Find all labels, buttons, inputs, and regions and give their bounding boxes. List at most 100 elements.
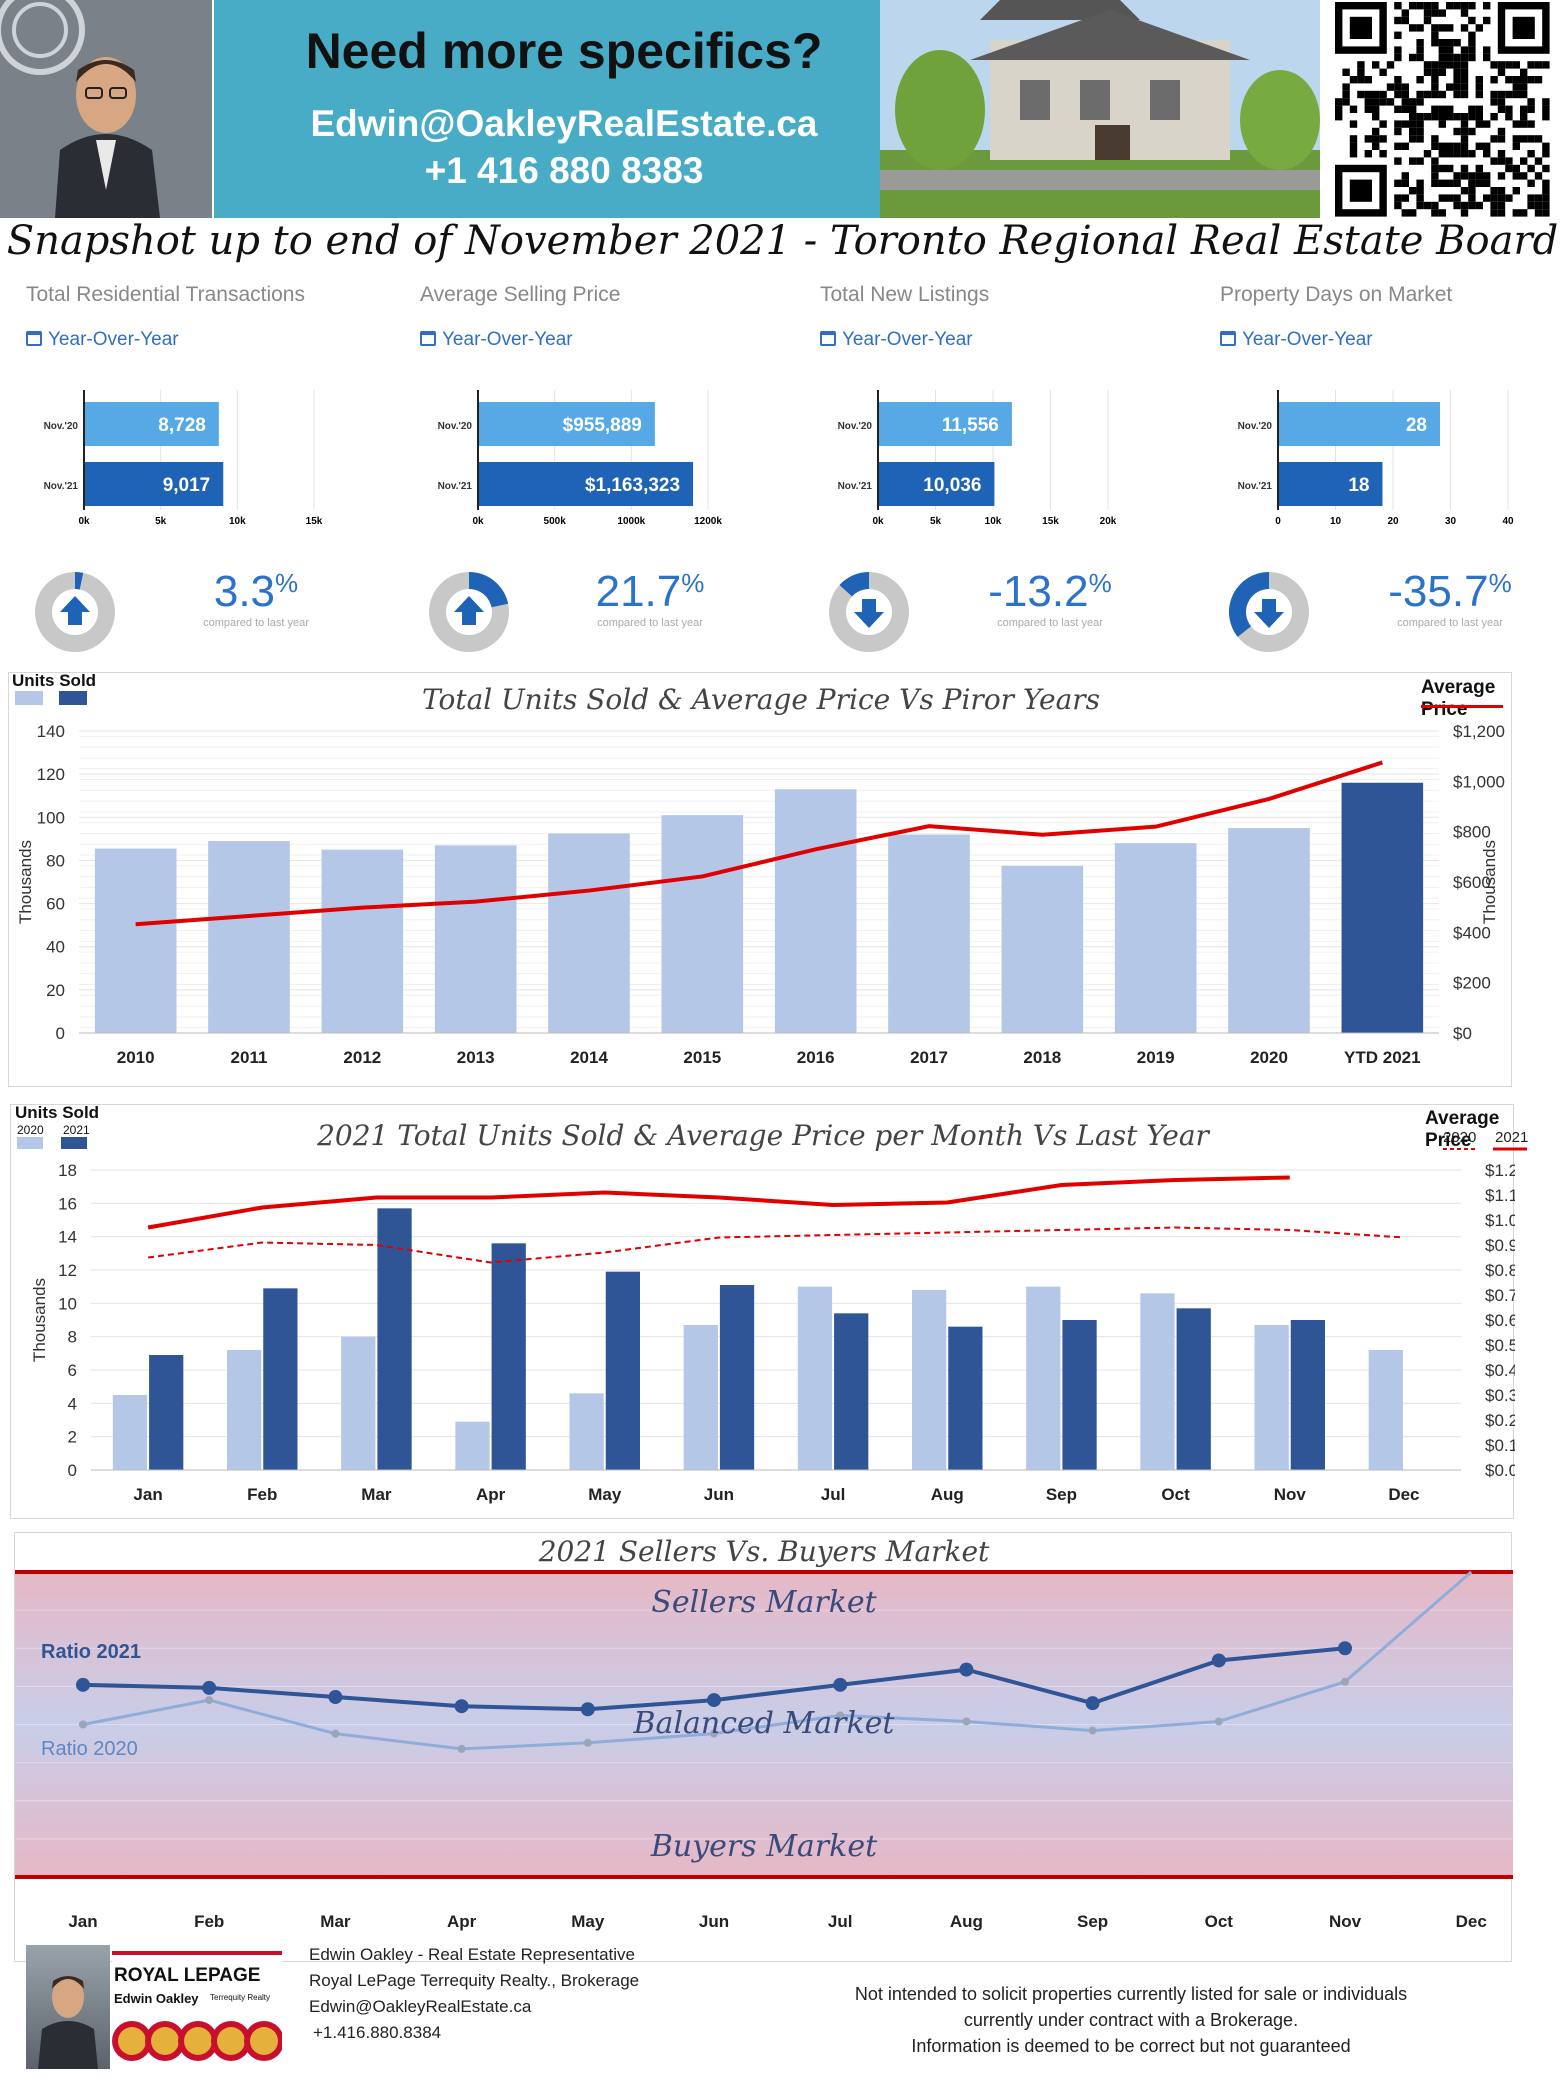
y2-tick-label: $1,200 [1453, 722, 1505, 741]
qr-module [1505, 61, 1513, 69]
qr-module [1460, 135, 1469, 143]
qr-module [1401, 98, 1409, 106]
calendar-icon [26, 331, 42, 346]
qr-module [1460, 61, 1469, 69]
ratio-2020-point [457, 1744, 466, 1753]
tick-label: 10k [229, 516, 246, 527]
y2-tick-label: $200 [1453, 974, 1491, 993]
kpi-yoy: Year-Over-Year [1220, 329, 1373, 351]
qr-module [1542, 113, 1550, 121]
tick-label: 20k [1100, 516, 1117, 527]
x-tick-label: Dec [1456, 1912, 1487, 1931]
qr-module [1453, 201, 1461, 210]
y-tick-label: 8 [68, 1328, 77, 1347]
ratio-2021-point [1211, 1653, 1226, 1668]
logo-brand: ROYAL LEPAGE [114, 1965, 261, 1986]
kpi-bar-chart: 0 10 20 30 40 Nov.'20 28 Nov.'21 18 [1238, 390, 1514, 527]
bar-2020 [227, 1350, 262, 1470]
chart-plot: 0 20 40 60 80 100 120 140 $0 $200 $400 $600 $800 $1,0… [16, 722, 1505, 1067]
qr-code[interactable] [1320, 0, 1565, 218]
qr-module [1438, 90, 1446, 99]
qr-module [1394, 31, 1402, 39]
qr-module [1416, 113, 1424, 121]
x-tick-label: Nov [1274, 1485, 1307, 1504]
tick-label: 0 [1275, 516, 1281, 527]
x-tick-label: 2020 [1250, 1048, 1288, 1067]
bar-2021 [1062, 1320, 1097, 1470]
qr-module [1534, 201, 1543, 210]
bar [1114, 843, 1197, 1033]
qr-module [1534, 61, 1543, 69]
y-tick-label: 80 [46, 851, 65, 870]
y-tick-label: 100 [37, 808, 65, 827]
footer-email[interactable]: Edwin@OakleyRealEstate.ca [309, 1997, 532, 2016]
ratio-2020-point [836, 1711, 845, 1720]
qr-module [1460, 201, 1469, 210]
footer-phone[interactable]: +1.416.880.8384 [313, 2023, 442, 2042]
kpi-percent: -13.2% [960, 567, 1140, 617]
qr-module [1394, 83, 1402, 91]
qr-module [1446, 150, 1454, 158]
qr-module [1460, 172, 1469, 180]
qr-module [1505, 194, 1513, 202]
qr-module [1534, 209, 1543, 217]
qr-module [1542, 61, 1550, 69]
kpi-yoy-label: Year-Over-Year [442, 329, 573, 350]
banner-email[interactable]: Edwin@OakleyRealEstate.ca [310, 103, 818, 144]
qr-module [1483, 142, 1491, 150]
qr-module [1372, 127, 1380, 136]
qr-module [1527, 135, 1535, 143]
ratio-2020-point [583, 1738, 592, 1747]
bar-2020 [112, 1395, 148, 1470]
kpi-yoy: Year-Over-Year [820, 329, 973, 351]
x-tick-label: 2016 [797, 1048, 835, 1067]
qr-module [1453, 76, 1461, 84]
tick-label: 30 [1445, 516, 1457, 527]
tick-label: 10k [985, 516, 1002, 527]
qr-module [1446, 61, 1454, 69]
brokerage-logo: ROYAL LEPAGE Edwin Oakley Terrequity Rea… [112, 1951, 282, 2069]
y2-tick-label: $1.2 [1485, 1161, 1515, 1180]
qr-module [1527, 194, 1535, 202]
qr-module [1460, 142, 1469, 150]
legend-year-2020: 2020 [17, 1123, 44, 1137]
y2-tick-label: $0.0 [1485, 1461, 1515, 1480]
qr-module [1453, 179, 1461, 187]
qr-module [1431, 164, 1439, 173]
y2-tick-label: $0.5 [1485, 1336, 1515, 1355]
kpi-bar-value: 11,556 [942, 415, 999, 436]
y2-tick-label: $800 [1453, 823, 1491, 842]
ratio-2021-point [707, 1693, 721, 1708]
bar [434, 845, 517, 1033]
qr-module [1460, 187, 1469, 195]
qr-module [1446, 113, 1454, 121]
qr-module [1416, 187, 1424, 195]
qr-module [1409, 105, 1417, 113]
qr-module [1401, 9, 1409, 17]
qr-module [1460, 150, 1469, 158]
qr-module [1431, 76, 1439, 84]
qr-module [1460, 164, 1469, 173]
qr-module [1379, 68, 1387, 76]
arrow-up-icon [454, 596, 484, 625]
kpi-bar [479, 402, 655, 446]
banner-phone[interactable]: +1 416 880 8383 [424, 150, 704, 191]
qr-module [1453, 53, 1461, 62]
qr-module [1401, 105, 1409, 113]
qr-module [1431, 61, 1439, 69]
qr-module [1431, 209, 1439, 217]
kpi-label: Total New Listings [820, 283, 990, 306]
qr-module [1394, 46, 1402, 54]
qr-module [1520, 76, 1528, 84]
qr-module [1512, 76, 1520, 84]
qr-module [1468, 172, 1476, 180]
kpi-bar-value: 28 [1406, 415, 1427, 436]
kpi-compare-note: compared to last year [997, 617, 1103, 629]
zone-buyers-label: Buyers Market [650, 1829, 878, 1864]
y-tick-label: 14 [58, 1228, 77, 1247]
x-tick-label: Jan [68, 1912, 97, 1931]
bar [1001, 865, 1084, 1033]
bar-2021 [1290, 1320, 1325, 1470]
qr-module [1468, 201, 1476, 210]
x-tick-label: Oct [1161, 1485, 1190, 1504]
